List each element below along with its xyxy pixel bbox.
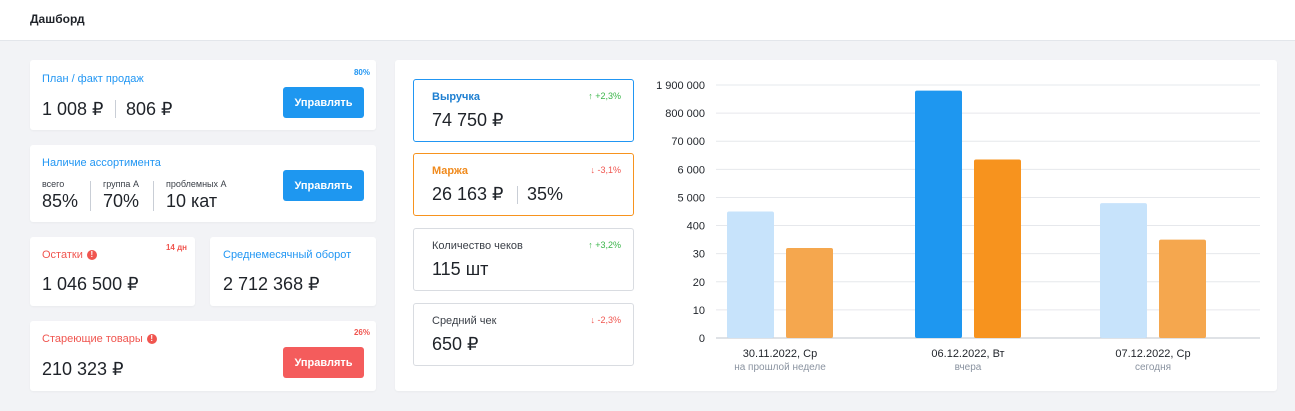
stat-group-a-value: 70% bbox=[103, 191, 140, 211]
plan-fact-percent: 80% bbox=[353, 68, 370, 77]
metric-delta: ↓ -2,3% bbox=[590, 315, 621, 325]
assortment-manage-button[interactable]: Управлять bbox=[283, 170, 364, 201]
metric-value: 74 750 ₽ bbox=[432, 110, 504, 130]
assortment-title[interactable]: Наличие ассортимента bbox=[42, 157, 161, 169]
divider bbox=[517, 186, 518, 204]
divider bbox=[90, 181, 91, 211]
stat-problem-value: 10 кат bbox=[166, 191, 218, 211]
bar[interactable] bbox=[1100, 203, 1147, 338]
x-category-sublabel: вчера bbox=[955, 362, 982, 373]
metric-label: Маржа bbox=[432, 165, 469, 177]
header: Дашборд bbox=[0, 0, 1295, 41]
y-tick-label: 70 000 bbox=[671, 136, 705, 148]
metric-checks-count[interactable]: Количество чеков ↑ +3,2% 115 шт bbox=[413, 228, 634, 291]
page-title: Дашборд bbox=[30, 12, 85, 26]
aging-percent: 26% bbox=[353, 328, 370, 337]
metric-label: Выручка bbox=[432, 91, 481, 103]
metric-revenue[interactable]: Выручка ↑ +2,3% 74 750 ₽ bbox=[413, 79, 634, 142]
metric-margin-percent: 35% bbox=[527, 184, 564, 204]
y-tick-label: 0 bbox=[699, 333, 705, 345]
turnover-title[interactable]: Среднемесячный оборот bbox=[223, 249, 352, 261]
metric-label: Средний чек bbox=[432, 315, 497, 327]
info-icon[interactable]: ! bbox=[146, 334, 157, 344]
metric-delta: ↑ +3,2% bbox=[588, 240, 621, 250]
bar[interactable] bbox=[974, 159, 1021, 338]
plan-value: 1 008 ₽ bbox=[42, 99, 104, 119]
stat-problem-label: проблемных А bbox=[166, 179, 227, 189]
bar[interactable] bbox=[915, 90, 962, 338]
metric-value: 115 шт bbox=[432, 259, 489, 279]
bar[interactable] bbox=[1159, 239, 1206, 338]
stat-total-value: 85% bbox=[42, 191, 79, 211]
assortment-card: Наличие ассортимента всего 85% группа А … bbox=[30, 145, 376, 222]
plan-manage-button[interactable]: Управлять bbox=[283, 87, 364, 118]
metric-label: Количество чеков bbox=[432, 240, 523, 252]
metric-delta: ↓ -3,1% bbox=[590, 165, 621, 175]
stat-total-label: всего bbox=[42, 179, 65, 189]
bar[interactable] bbox=[727, 211, 774, 339]
sales-bar-chart: 0 10 20 30 400 5 000 6 000 70 000 800 000 1 900 0… bbox=[656, 80, 1260, 373]
plan-fact-title[interactable]: План / факт продаж bbox=[42, 73, 144, 85]
bar[interactable] bbox=[786, 248, 833, 338]
metric-average-check[interactable]: Средний чек ↓ -2,3% 650 ₽ bbox=[413, 303, 634, 366]
metric-delta: ↑ +2,3% bbox=[588, 91, 621, 101]
stock-card: Остатки! 14 дн 1 046 500 ₽ bbox=[30, 237, 195, 306]
aging-goods-card: Стареющие товары! 26% 210 323 ₽ Управлят… bbox=[30, 321, 376, 391]
stock-days-badge: 14 дн bbox=[165, 243, 187, 252]
stock-title[interactable]: Остатки! bbox=[42, 249, 97, 261]
turnover-card: Среднемесячный оборот 2 712 368 ₽ bbox=[210, 237, 376, 306]
aging-manage-button[interactable]: Управлять bbox=[283, 347, 364, 378]
y-tick-label: 800 000 bbox=[665, 108, 705, 120]
metric-margin[interactable]: Маржа ↓ -3,1% 26 163 ₽ 35% bbox=[413, 153, 634, 216]
x-category-label: 30.11.2022, Ср bbox=[743, 348, 817, 360]
y-tick-label: 6 000 bbox=[677, 164, 705, 176]
aging-title-text: Стареющие товары bbox=[42, 333, 143, 345]
stock-value: 1 046 500 ₽ bbox=[42, 274, 139, 294]
plan-fact-card: План / факт продаж 80% 1 008 ₽ 806 ₽ Упр… bbox=[30, 60, 376, 130]
y-tick-label: 400 bbox=[687, 221, 705, 233]
divider bbox=[153, 181, 154, 211]
info-icon[interactable]: ! bbox=[86, 250, 97, 260]
y-tick-label: 1 900 000 bbox=[656, 80, 705, 92]
divider bbox=[115, 100, 116, 118]
aging-value: 210 323 ₽ bbox=[42, 359, 124, 379]
metric-value: 26 163 ₽ bbox=[432, 184, 504, 204]
y-tick-label: 30 bbox=[693, 249, 705, 261]
turnover-value: 2 712 368 ₽ bbox=[223, 274, 320, 294]
fact-value: 806 ₽ bbox=[126, 99, 173, 119]
x-category-label: 06.12.2022, Вт bbox=[931, 348, 1004, 360]
metric-value: 650 ₽ bbox=[432, 334, 479, 354]
stock-title-text: Остатки bbox=[42, 249, 83, 261]
stat-group-a-label: группа А bbox=[103, 179, 139, 189]
y-tick-label: 20 bbox=[693, 277, 705, 289]
x-category-label: 07.12.2022, Ср bbox=[1115, 348, 1190, 360]
aging-title[interactable]: Стареющие товары! bbox=[42, 333, 157, 345]
y-tick-label: 5 000 bbox=[677, 192, 705, 204]
x-category-sublabel: сегодня bbox=[1135, 362, 1171, 373]
y-tick-label: 10 bbox=[693, 305, 705, 317]
x-category-sublabel: на прошлой неделе bbox=[734, 362, 826, 373]
